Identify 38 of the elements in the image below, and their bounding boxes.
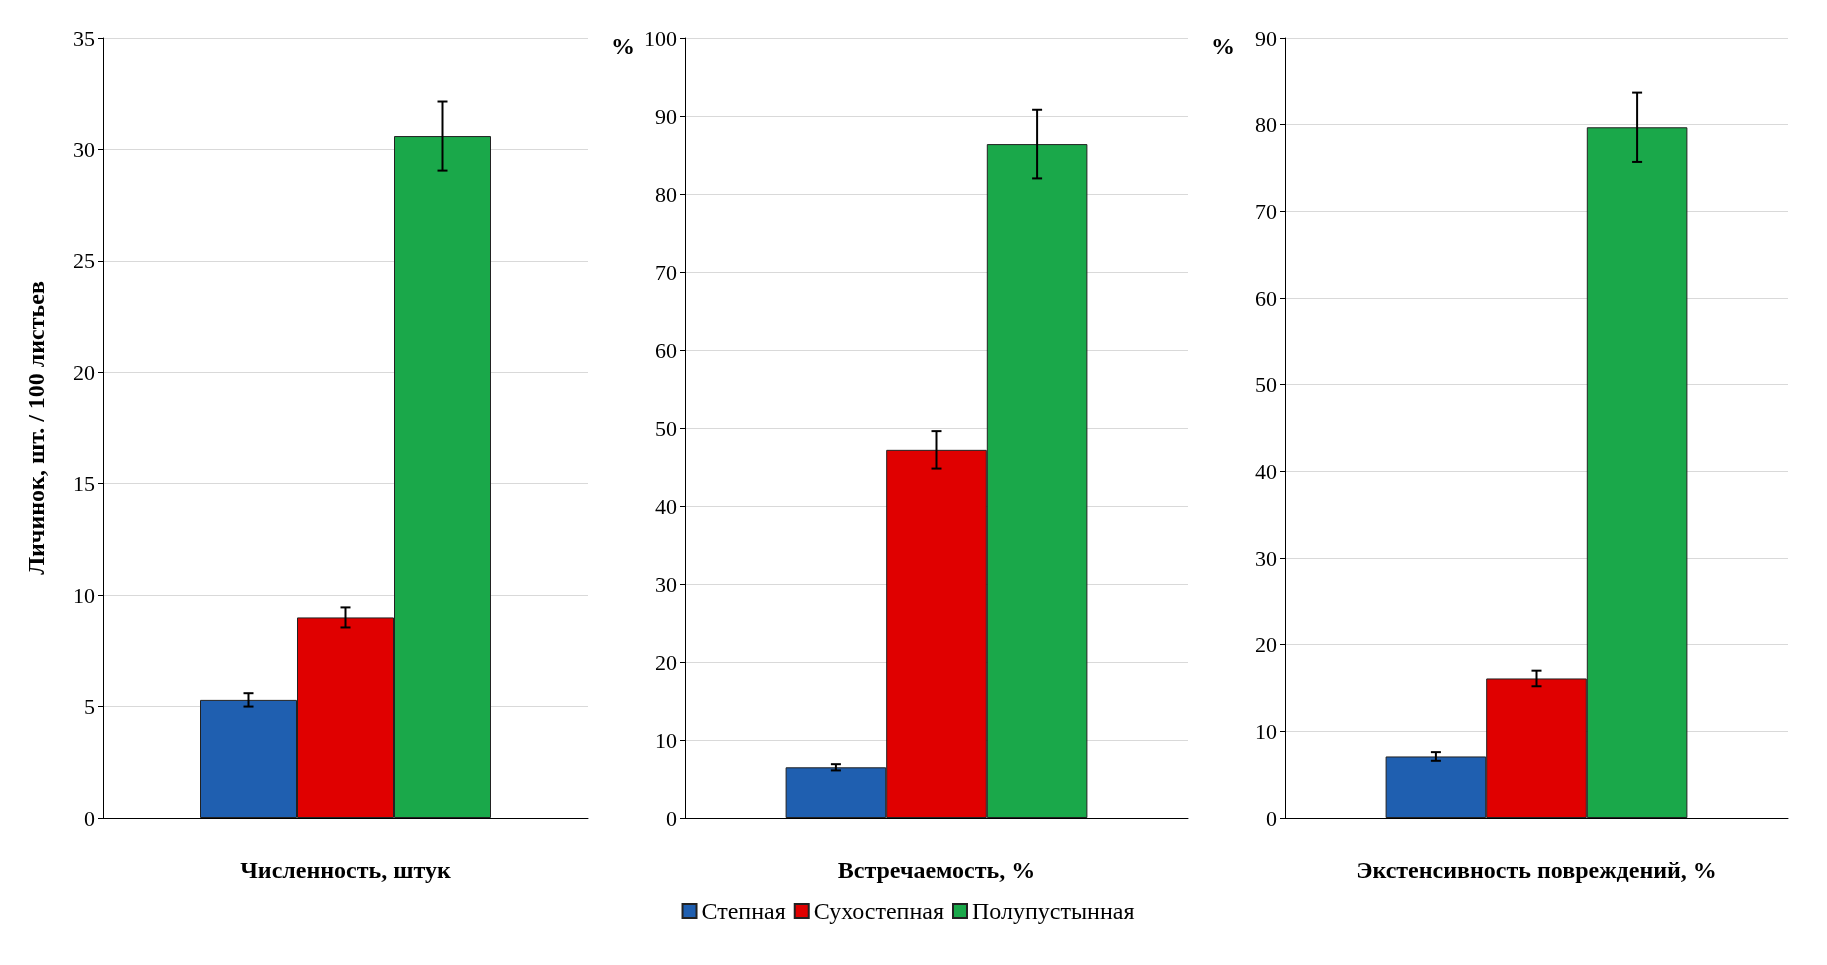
- y-tick-label: 0: [666, 805, 677, 831]
- y-tick-label: 80: [1255, 112, 1277, 138]
- y-tick-label: 5: [84, 694, 95, 720]
- y-tick-label: 25: [73, 248, 95, 274]
- y-tick-label: 30: [73, 136, 95, 162]
- y-tick-label: 15: [73, 471, 95, 497]
- y-tick-label: 0: [84, 805, 95, 831]
- y-tick-label: 10: [73, 582, 95, 608]
- x-axis-title: Встречаемость, %: [837, 857, 1036, 883]
- y-tick-label: 80: [655, 181, 677, 207]
- legend-label: Сухостепная: [813, 898, 944, 924]
- y-tick-label: 90: [1255, 25, 1277, 51]
- y-tick-label: 35: [73, 25, 95, 51]
- y-tick-label: 90: [655, 103, 677, 129]
- y-tick-label: 0: [1266, 805, 1277, 831]
- y-axis-title: %: [1211, 33, 1235, 59]
- y-tick-label: 50: [1255, 372, 1277, 398]
- y-tick-label: 30: [1255, 545, 1277, 571]
- y-tick-label: 70: [655, 259, 677, 285]
- y-tick-label: 100: [644, 25, 677, 51]
- y-axis-title: Личинок, шт. / 100 листьев: [23, 281, 49, 575]
- x-axis-title: Экстенсивность повреждений, %: [1356, 857, 1717, 883]
- y-tick-label: 30: [655, 571, 677, 597]
- y-tick-label: 10: [1255, 718, 1277, 744]
- y-tick-label: 20: [73, 359, 95, 385]
- x-axis-title: Численность, штук: [240, 857, 451, 883]
- y-tick-label: 50: [655, 415, 677, 441]
- y-axis-title: %: [611, 33, 635, 59]
- legend-label: Степная: [701, 898, 786, 924]
- legend-label: Полупустынная: [972, 898, 1135, 924]
- y-tick-label: 40: [655, 493, 677, 519]
- y-tick-label: 60: [655, 337, 677, 363]
- y-tick-label: 40: [1255, 458, 1277, 484]
- y-tick-label: 70: [1255, 198, 1277, 224]
- y-tick-label: 20: [1255, 632, 1277, 658]
- y-tick-label: 60: [1255, 285, 1277, 311]
- y-tick-label: 10: [655, 727, 677, 753]
- y-tick-label: 20: [655, 649, 677, 675]
